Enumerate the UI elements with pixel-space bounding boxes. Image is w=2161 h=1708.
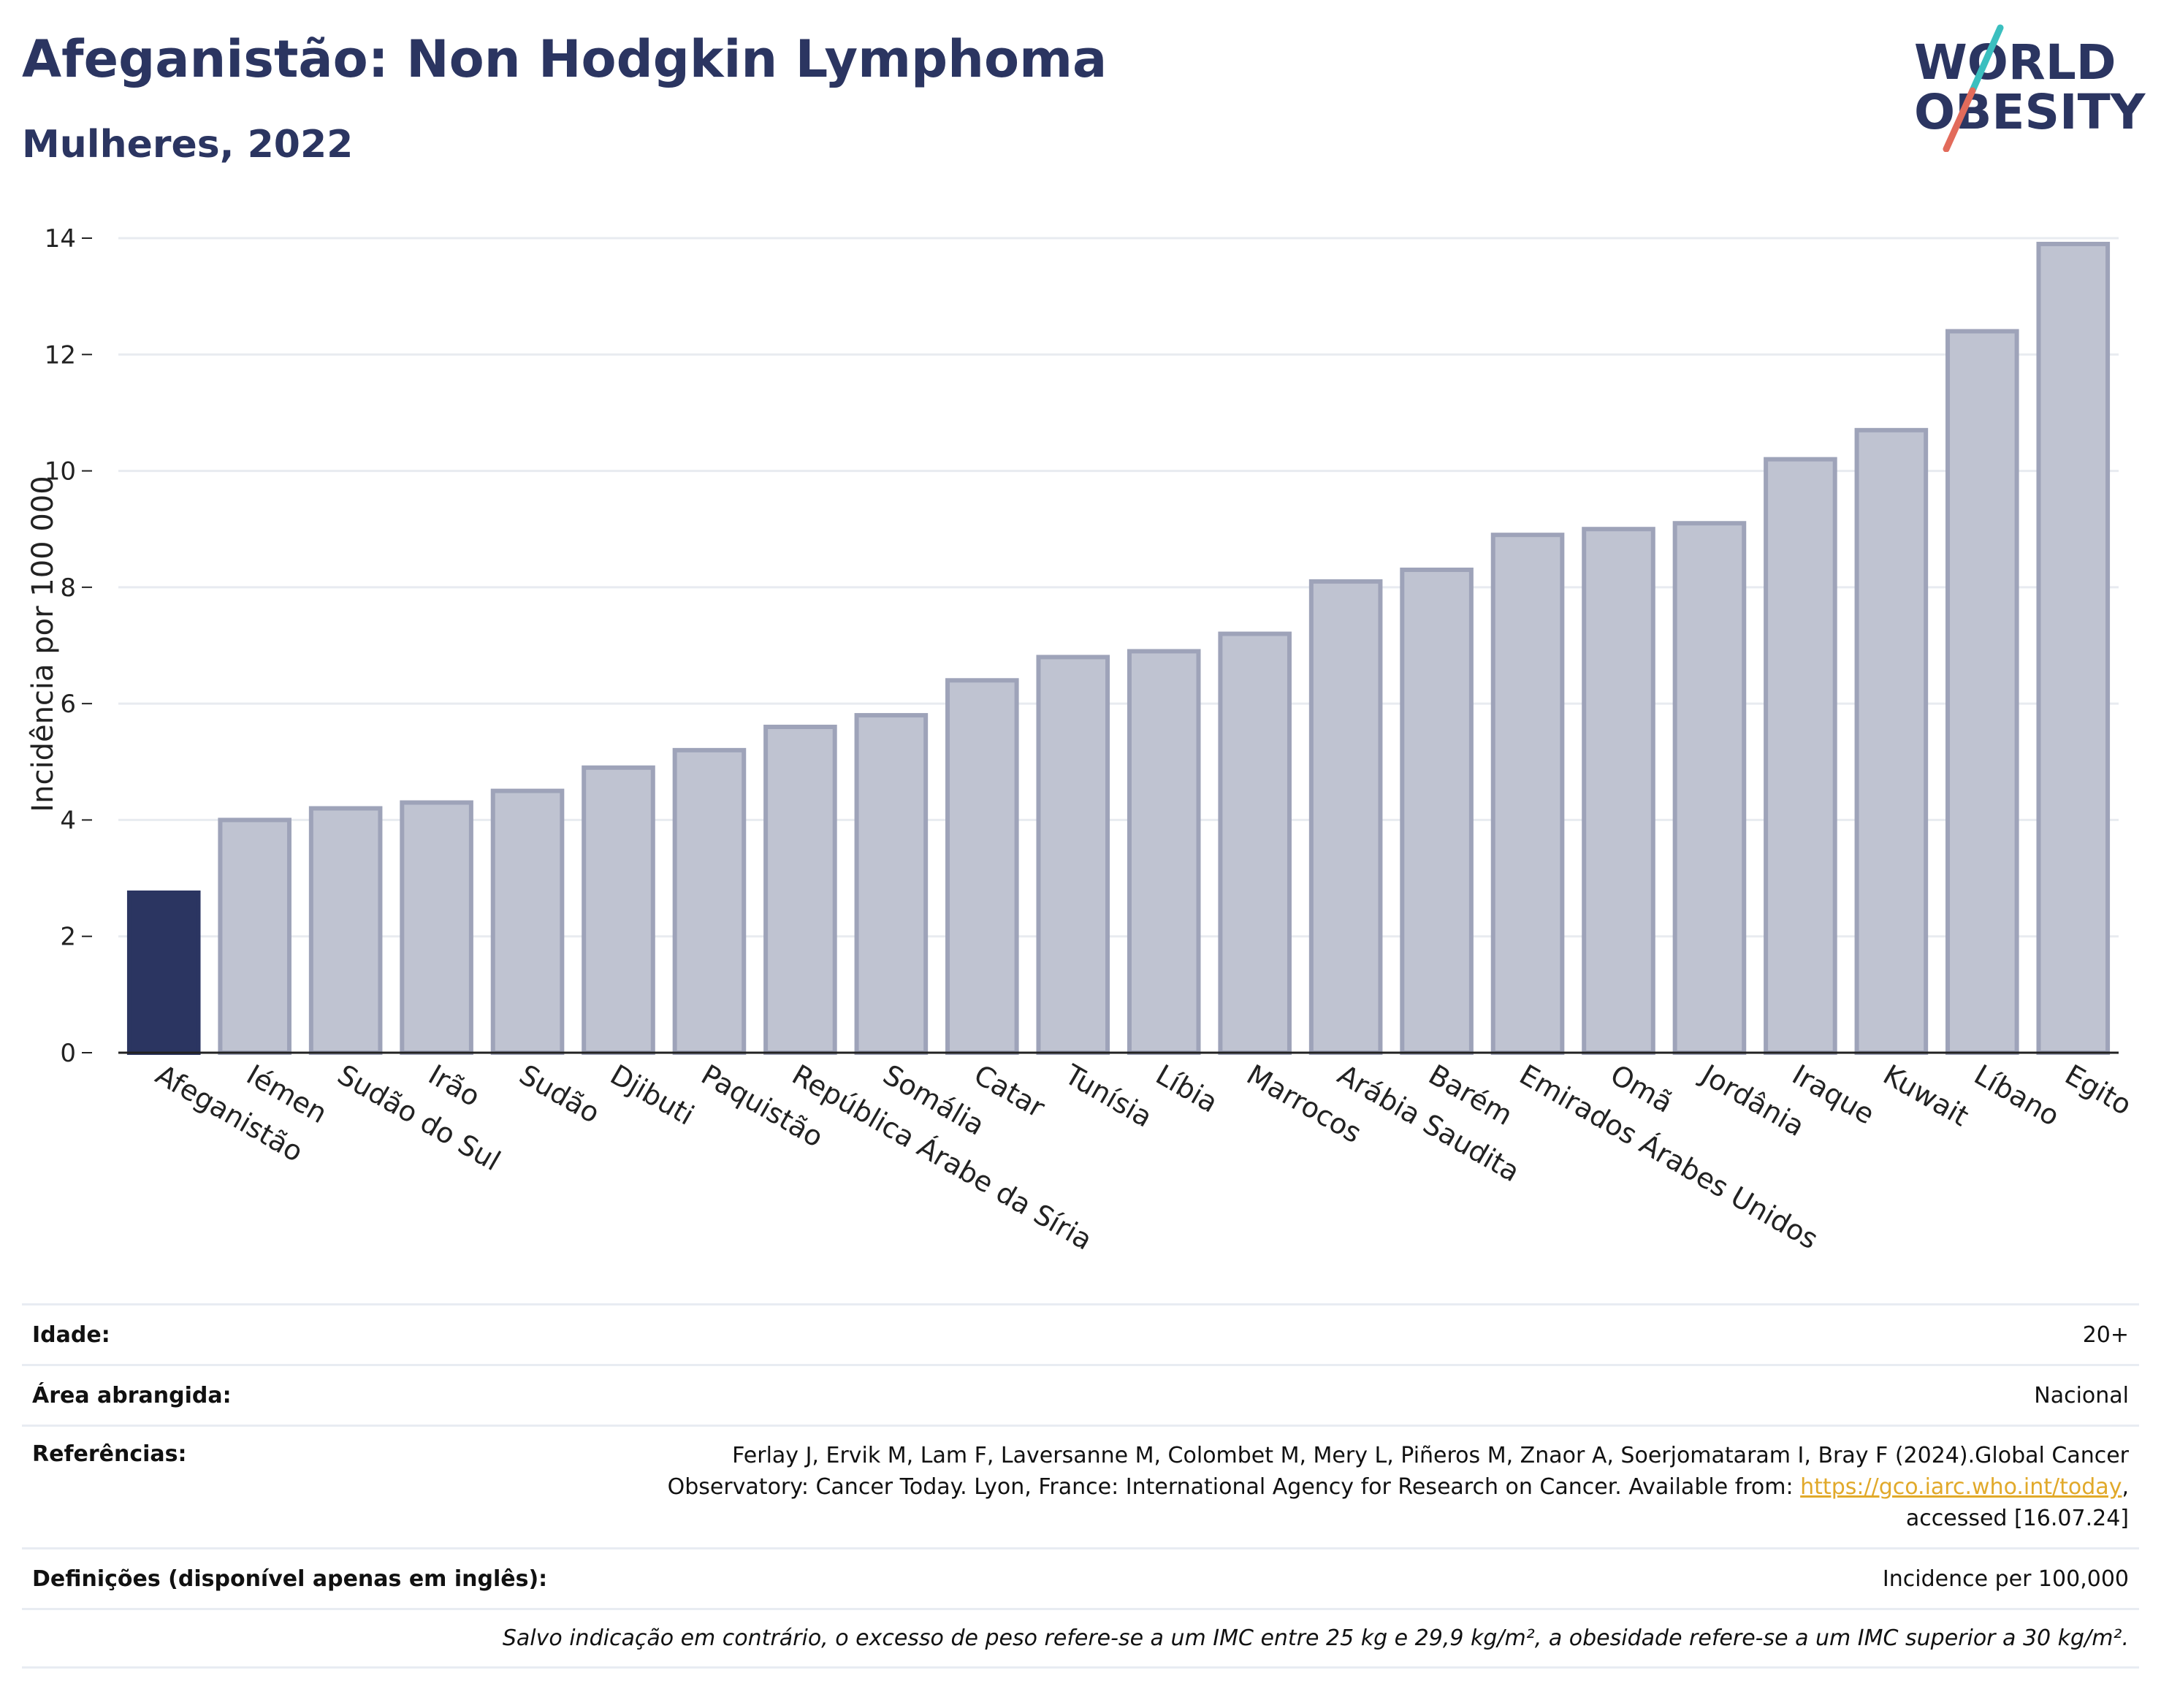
x-tick-label: Egito xyxy=(2059,1059,2137,1122)
x-tick-label: Kuwait xyxy=(1878,1059,1974,1133)
bmi-note: Salvo indicação em contrário, o excesso … xyxy=(502,1625,2129,1651)
info-row-references: Referências: Ferlay J, Ervik M, Lam F, L… xyxy=(22,1425,2139,1547)
bar-l-bia xyxy=(1127,649,1201,1055)
y-tick-label: 10 xyxy=(45,457,76,487)
logo-slash-bottom xyxy=(1943,87,1976,152)
info-row-age: Idade: 20+ xyxy=(22,1303,2139,1364)
bar-ar-bia-saudita xyxy=(1308,579,1383,1055)
bars xyxy=(126,241,2111,1056)
x-tick-label: Tunísia xyxy=(1059,1058,1157,1134)
info-row-definitions: Definições (disponível apenas em inglês)… xyxy=(22,1547,2139,1608)
info-table: Idade: 20+ Área abrangida: Nacional Refe… xyxy=(22,1303,2139,1669)
bar-i-men xyxy=(218,817,291,1056)
bar-kuwait xyxy=(1854,427,1929,1055)
age-value: 20+ xyxy=(2082,1322,2129,1348)
bar-tun-sia xyxy=(1036,655,1110,1055)
bar-sud-o-do-sul xyxy=(308,806,383,1055)
bar-emirados-rabes-unidos xyxy=(1490,533,1565,1055)
bar-om- xyxy=(1582,527,1655,1055)
x-tick-label: Sudão xyxy=(514,1059,606,1130)
definitions-label: Definições (disponível apenas em inglês)… xyxy=(32,1566,548,1592)
y-tick-label: 14 xyxy=(45,224,76,253)
bar-l-bano xyxy=(1945,329,2019,1055)
bar-bar-m xyxy=(1400,567,1474,1055)
bar-paquist-o xyxy=(672,747,747,1056)
area-value: Nacional xyxy=(2034,1382,2129,1408)
y-axis-label: Incidência por 100 000 xyxy=(26,476,60,812)
world-obesity-logo: WORLD OBESITY xyxy=(1914,24,2146,152)
chart-title: Afeganistão: Non Hodgkin Lymphoma xyxy=(22,29,1108,89)
x-tick-label: Jordânia xyxy=(1695,1058,1810,1143)
y-axis-ticks: 0 2 4 6 8 10 12 14 xyxy=(45,224,92,1068)
y-tick-label: 12 xyxy=(45,340,76,370)
bar-marrocos xyxy=(1218,631,1292,1055)
y-tick-label: 0 xyxy=(60,1039,76,1068)
logo-slash-top xyxy=(1969,24,2004,94)
definitions-value: Incidence per 100,000 xyxy=(1882,1566,2129,1592)
references-line2: Observatory: Cancer Today. Lyon, France:… xyxy=(667,1474,1801,1500)
x-tick-label: Irão xyxy=(423,1059,486,1113)
references-value: Ferlay J, Ervik M, Lam F, Laversanne M, … xyxy=(668,1440,2129,1534)
bar-iraque xyxy=(1764,457,1837,1055)
x-tick-label: Líbano xyxy=(1969,1059,2065,1132)
bar-som-lia xyxy=(854,713,929,1055)
y-tick-label: 8 xyxy=(60,573,76,603)
bar-jord-nia xyxy=(1672,521,1747,1055)
bar-rep-blica-rabe-da-s-ria xyxy=(763,725,837,1055)
bar-catar xyxy=(945,678,1019,1055)
y-tick-label: 2 xyxy=(60,923,76,952)
area-label: Área abrangida: xyxy=(32,1382,232,1408)
y-tick-label: 4 xyxy=(60,806,76,835)
logo-line1: WORLD xyxy=(1914,34,2116,91)
x-tick-label: Sudão do Sul xyxy=(332,1059,506,1178)
bar-sud-o xyxy=(490,788,565,1056)
x-tick-label: Líbia xyxy=(1151,1059,1224,1119)
bar-djibuti xyxy=(582,765,655,1055)
y-tick-label: 6 xyxy=(60,690,76,719)
references-line2-end: , xyxy=(2122,1474,2129,1500)
references-line1: Ferlay J, Ervik M, Lam F, Laversanne M, … xyxy=(732,1443,2129,1468)
x-tick-label: Djibuti xyxy=(605,1059,699,1132)
references-label: Referências: xyxy=(32,1441,187,1467)
bar-egito xyxy=(2036,241,2111,1056)
age-label: Idade: xyxy=(32,1322,110,1348)
references-line3: accessed [16.07.24] xyxy=(1905,1506,2129,1531)
info-row-area: Área abrangida: Nacional xyxy=(22,1364,2139,1425)
info-row-note: Salvo indicação em contrário, o excesso … xyxy=(22,1608,2139,1669)
bar-ir-o xyxy=(400,800,473,1056)
bar-afeganist-o xyxy=(126,890,201,1056)
chart-subtitle: Mulheres, 2022 xyxy=(22,123,354,167)
references-link[interactable]: https://gco.iarc.who.int/today xyxy=(1800,1474,2122,1500)
